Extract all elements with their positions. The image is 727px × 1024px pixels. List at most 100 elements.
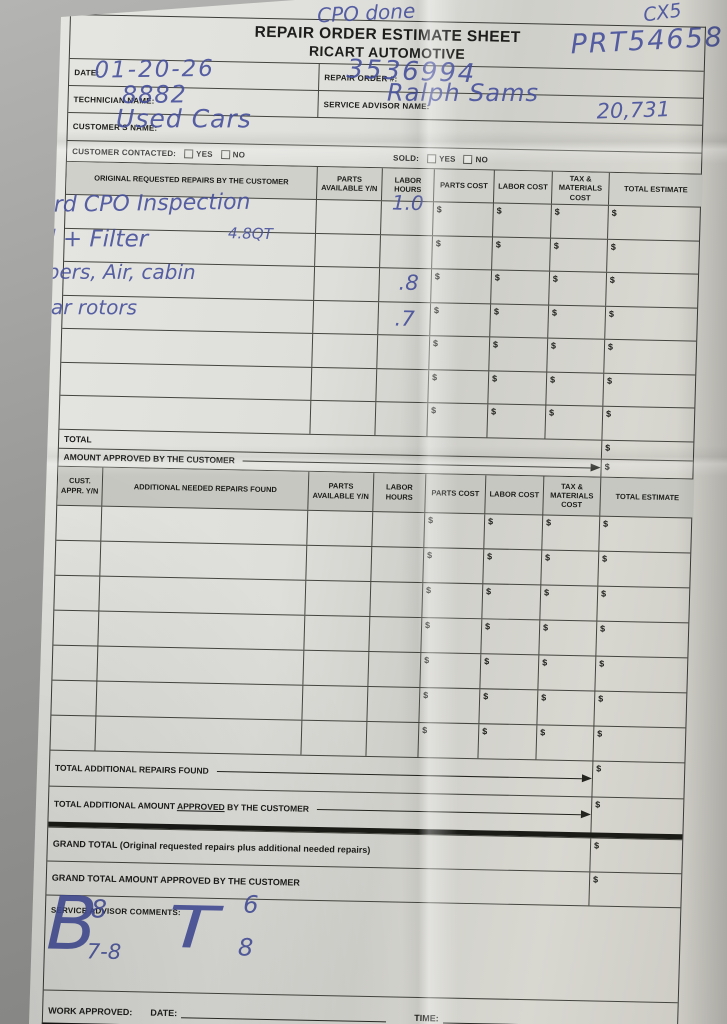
contacted-yes-label: YES (196, 149, 213, 159)
dollar-sign: $ (540, 727, 546, 738)
total-estimate-cell: $ (598, 516, 694, 553)
tax-materials-cell: $ (536, 690, 595, 726)
parts-available-cell (300, 720, 367, 756)
repair-description-cell (64, 229, 315, 267)
grand-total-label: GRAND TOTAL (Original requested repairs … (52, 838, 371, 856)
total-estimate-cell: $ (601, 406, 697, 442)
parts-cost-cell: $ (420, 617, 482, 653)
labor-hours-cell (376, 335, 430, 369)
parts-available-cell (302, 650, 369, 686)
customer-approval-cell (54, 575, 99, 610)
contacted-no-label: NO (232, 149, 246, 160)
time-signature-line (442, 1013, 608, 1024)
repair-description-cell (100, 506, 308, 545)
labor-hours-cell (365, 721, 419, 757)
dollar-sign: $ (485, 585, 492, 597)
dollar-sign: $ (482, 725, 488, 736)
labor-cost-cell: $ (489, 304, 549, 338)
dollar-sign: $ (483, 690, 489, 702)
parts-available-cell (305, 545, 372, 581)
labor-hours-cell (377, 301, 431, 336)
dollar-sign: $ (592, 874, 599, 885)
tax-materials-cell: $ (544, 405, 603, 440)
total-additional-label: TOTAL ADDITIONAL REPAIRS FOUND (54, 762, 209, 776)
col-labor-hours: LABOR HOURS (380, 168, 434, 202)
repair-description-cell (97, 611, 305, 650)
additional-repairs-body: $ $ $ $ $ $ $ $ $ $ $ $ $ $ $ $ (50, 504, 694, 762)
labor-hours-cell (367, 651, 421, 687)
labor-hours-cell (380, 201, 433, 235)
dollar-sign: $ (600, 588, 607, 599)
dollar-sign: $ (593, 840, 600, 851)
technician-label: TECHNICIAN NAME: (73, 95, 155, 106)
labor-hours-cell (370, 546, 424, 582)
dollar-sign: $ (430, 405, 437, 416)
dollar-sign: $ (545, 517, 552, 528)
sold-yes-label: YES (438, 153, 456, 164)
parts-cost-cell: $ (422, 547, 484, 583)
dollar-sign: $ (549, 374, 556, 385)
dollar-sign: $ (490, 406, 497, 417)
parts-available-cell (313, 267, 380, 301)
dollar-sign: $ (423, 689, 429, 700)
dollar-sign: $ (609, 274, 616, 286)
dollar-sign: $ (596, 763, 602, 774)
sold-no-label: NO (475, 154, 489, 164)
dollar-sign: $ (548, 407, 555, 418)
col-tax-materials: TAX & MATERIALS COST (542, 476, 601, 516)
repair-description-cell (98, 576, 306, 615)
col-cust-appr: CUST. APPR. Y/N (57, 466, 103, 506)
arrow-line (242, 460, 591, 469)
labor-cost-cell: $ (482, 548, 542, 585)
dollar-sign: $ (496, 205, 502, 216)
dollar-sign: $ (491, 373, 498, 384)
labor-cost-cell: $ (487, 371, 547, 405)
parts-cost-cell: $ (432, 202, 493, 237)
labor-cost-cell: $ (481, 583, 541, 620)
parts-cost-cell: $ (431, 235, 493, 270)
dollar-sign: $ (606, 375, 613, 386)
repair-order-label: REPAIR ORDER #: (324, 73, 398, 84)
dollar-sign: $ (553, 240, 559, 251)
labor-hours-cell (375, 368, 429, 403)
dollar-sign: $ (426, 549, 433, 560)
parts-cost-cell: $ (428, 336, 490, 371)
dollar-sign: $ (598, 693, 604, 704)
customer-approval-cell (52, 645, 97, 680)
parts-available-cell (303, 615, 370, 651)
parts-cost-cell: $ (423, 512, 485, 548)
arrow-line (316, 808, 581, 815)
parts-cost-cell: $ (427, 369, 489, 404)
dollar-sign: $ (599, 658, 605, 669)
tax-materials-cell: $ (538, 620, 597, 656)
tax-materials-cell: $ (545, 372, 604, 406)
date-signature-line (181, 1007, 387, 1022)
parts-available-cell (306, 510, 373, 546)
dollar-sign: $ (484, 620, 491, 632)
parts-available-cell (311, 333, 378, 368)
dollar-sign: $ (425, 584, 432, 595)
total-estimate-cell: $ (607, 205, 702, 241)
comments-label: SERVICE ADVISOR COMMENTS: (50, 905, 182, 917)
dollar-sign: $ (424, 654, 430, 665)
total-estimate-cell: $ (594, 656, 690, 693)
labor-cost-cell: $ (480, 618, 540, 655)
dollar-sign: $ (602, 518, 609, 529)
advisor-label: SERVICE ADVISOR NAME: (323, 100, 430, 112)
sold-label: SOLD: (393, 152, 420, 163)
repair-description-cell (65, 195, 316, 233)
dollar-sign: $ (431, 371, 438, 382)
tax-materials-cell: $ (548, 271, 607, 306)
arrow-head-icon (580, 810, 592, 819)
dollar-sign: $ (595, 799, 601, 810)
tax-materials-cell: $ (539, 585, 598, 621)
col-additional-repairs: ADDITIONAL NEEDED REPAIRS FOUND (101, 467, 309, 510)
dollar-sign: $ (605, 442, 611, 453)
total-estimate-cell: $ (605, 272, 701, 308)
customer-approval-cell (56, 505, 101, 540)
repair-description-cell (63, 262, 314, 300)
col-labor-hours: LABOR HOURS (372, 472, 426, 512)
labor-cost-cell: $ (483, 513, 543, 550)
col-total-estimate: TOTAL ESTIMATE (607, 172, 703, 207)
